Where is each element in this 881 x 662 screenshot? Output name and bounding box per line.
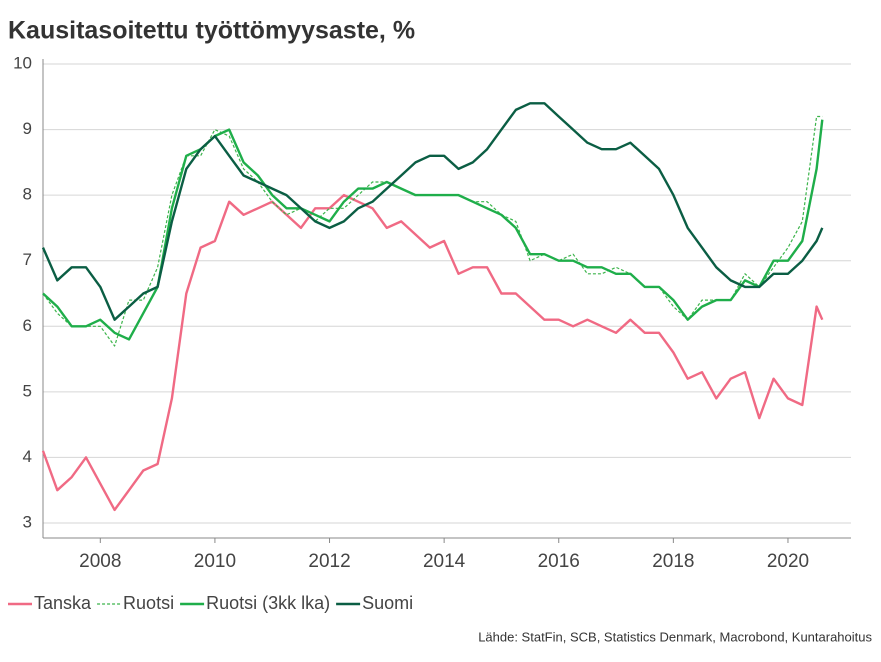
source: Lähde: StatFin, SCB, Statistics Denmark,… [478, 629, 872, 644]
legend-label: Ruotsi [123, 593, 174, 613]
y-tick-label: 4 [23, 447, 32, 466]
y-tick-label: 9 [23, 119, 32, 138]
line-series [42, 115, 823, 347]
y-tick-label: 8 [23, 185, 32, 204]
x-tick-label: 2008 [79, 551, 121, 572]
x-tick-label: 2012 [308, 551, 350, 572]
y-tick-label: 7 [23, 250, 32, 269]
chart-title: Kausitasoitettu työttömyysaste, % [8, 17, 415, 45]
line-series [42, 119, 824, 341]
x-tick-label: 2016 [538, 551, 580, 572]
x-tick-label: 2018 [652, 551, 694, 572]
line-series [41, 102, 824, 321]
legend-label: Tanska [34, 593, 92, 613]
legend-label: Ruotsi (3kk lka) [206, 593, 330, 613]
x-tick-label: 2010 [194, 551, 236, 572]
line-series [41, 193, 824, 512]
y-tick-label: 5 [23, 381, 32, 400]
y-tick-label: 6 [23, 316, 32, 335]
x-tick-label: 2014 [423, 551, 466, 572]
x-tick-label: 2020 [767, 551, 809, 572]
y-tick-label: 10 [13, 53, 32, 72]
legend-label: Suomi [362, 593, 413, 613]
y-tick-label: 3 [23, 512, 32, 531]
